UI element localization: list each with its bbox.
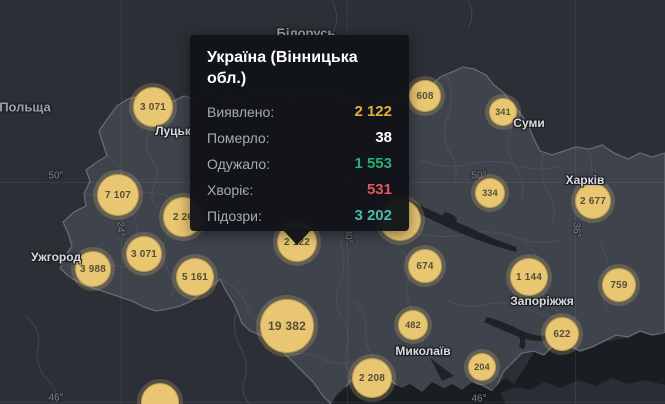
case-count-bubble[interactable]: 3 071 [126,236,162,272]
case-count-bubble[interactable]: 5 161 [176,258,214,296]
case-count-bubble[interactable]: 7 107 [97,174,139,216]
tooltip-stat-row: Одужало: 1 553 [207,151,392,177]
tooltip-title: Україна (Вінницька обл.) [207,49,358,87]
case-count-bubble[interactable]: 2 208 [352,358,392,398]
latitude-label: 46° [471,393,487,404]
tooltip-stat-row: Виявлено: 2 122 [207,99,392,125]
tooltip-stat-row: Померло: 38 [207,125,392,151]
stat-label: Підозри: [207,207,262,224]
tooltip-pointer [283,230,311,245]
stat-label: Виявлено: [207,103,275,120]
tooltip-stat-row: Підозри: 3 202 [207,203,392,229]
latitude-label: 50° [48,170,64,182]
case-count-bubble[interactable]: 204 [468,353,496,381]
region-tooltip: Україна (Вінницька обл.) Виявлено: 2 122… [190,35,409,245]
stat-value: 531 [366,181,392,199]
case-count-bubble[interactable]: 674 [408,249,442,283]
latitude-label: 46° [48,392,64,404]
case-count-bubble[interactable]: 482 [398,310,428,340]
case-count-bubble[interactable]: 341 [489,98,517,126]
longitude-label: 24° [114,221,126,237]
stat-label: Хворіє: [207,181,254,198]
stat-value: 1 553 [354,155,392,173]
case-count-bubble[interactable]: 759 [602,268,636,302]
stat-value: 38 [375,129,392,147]
tooltip-stat-row: Хворіє: 531 [207,177,392,203]
case-count-bubble[interactable]: 19 382 [260,299,314,353]
parallel-line [0,402,665,403]
crimea-shape [500,378,665,404]
case-count-bubble[interactable]: 3 988 [75,251,111,287]
case-count-bubble[interactable]: 2 677 [575,183,611,219]
longitude-label: 36° [570,222,582,238]
case-count-bubble[interactable]: 622 [545,317,579,351]
country-label: Польща [0,99,51,115]
city-label: Запоріжжя [510,294,574,308]
city-label: Луцьк [155,124,191,138]
stat-label: Одужало: [207,155,271,172]
case-count-bubble[interactable]: 608 [409,80,441,112]
case-count-bubble[interactable] [141,383,179,404]
case-count-bubble[interactable]: 334 [475,178,505,208]
case-count-bubble[interactable]: 1 144 [510,258,548,296]
stat-label: Померло: [207,129,270,146]
case-count-bubble[interactable]: 3 071 [133,87,173,127]
city-label: Харків [565,173,605,187]
latitude-label: 50° [471,170,487,182]
city-label: Миколаїв [395,344,451,358]
rivers [404,199,545,381]
stat-value: 2 122 [354,103,392,121]
city-label: Суми [513,116,545,130]
stat-value: 3 202 [354,207,392,225]
city-label: Ужгород [30,250,82,264]
